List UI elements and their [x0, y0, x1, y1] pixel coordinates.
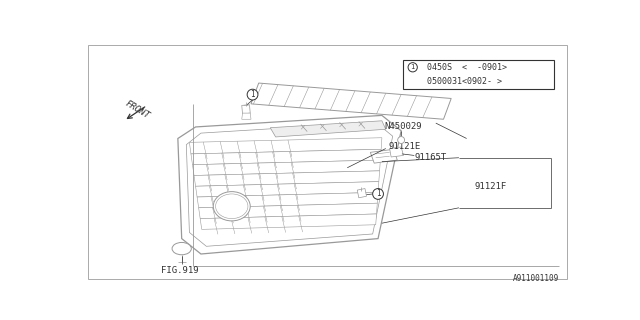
Polygon shape — [186, 122, 393, 246]
Text: 91121F: 91121F — [474, 182, 506, 191]
Polygon shape — [178, 116, 401, 254]
Polygon shape — [242, 105, 250, 114]
Bar — [403, 60, 554, 89]
Polygon shape — [191, 149, 381, 165]
Text: 91121E: 91121E — [388, 142, 420, 151]
Circle shape — [408, 63, 417, 72]
Polygon shape — [189, 138, 382, 154]
Circle shape — [372, 188, 383, 199]
Polygon shape — [197, 192, 378, 208]
Circle shape — [247, 89, 258, 100]
Text: A911001109: A911001109 — [513, 274, 559, 283]
Polygon shape — [200, 214, 376, 229]
Text: FIG.919: FIG.919 — [161, 267, 198, 276]
Ellipse shape — [172, 243, 191, 255]
Polygon shape — [251, 83, 451, 119]
Text: N450029: N450029 — [384, 123, 422, 132]
Text: 1: 1 — [411, 64, 415, 70]
Polygon shape — [270, 121, 386, 137]
Circle shape — [397, 137, 404, 143]
Text: 0450S  <  -0901>: 0450S < -0901> — [427, 63, 507, 72]
Text: 0500031<0902- >: 0500031<0902- > — [427, 77, 502, 86]
Polygon shape — [198, 203, 378, 219]
Polygon shape — [357, 188, 367, 198]
Text: 1: 1 — [250, 90, 255, 99]
Polygon shape — [194, 171, 380, 186]
Polygon shape — [196, 182, 379, 197]
Polygon shape — [390, 147, 403, 157]
Text: 1: 1 — [376, 189, 380, 198]
Polygon shape — [193, 160, 380, 175]
Text: FRONT: FRONT — [124, 99, 152, 121]
Ellipse shape — [213, 192, 250, 221]
Polygon shape — [371, 149, 397, 163]
Polygon shape — [242, 113, 251, 119]
Text: 91165T: 91165T — [414, 153, 447, 162]
Ellipse shape — [216, 194, 248, 219]
